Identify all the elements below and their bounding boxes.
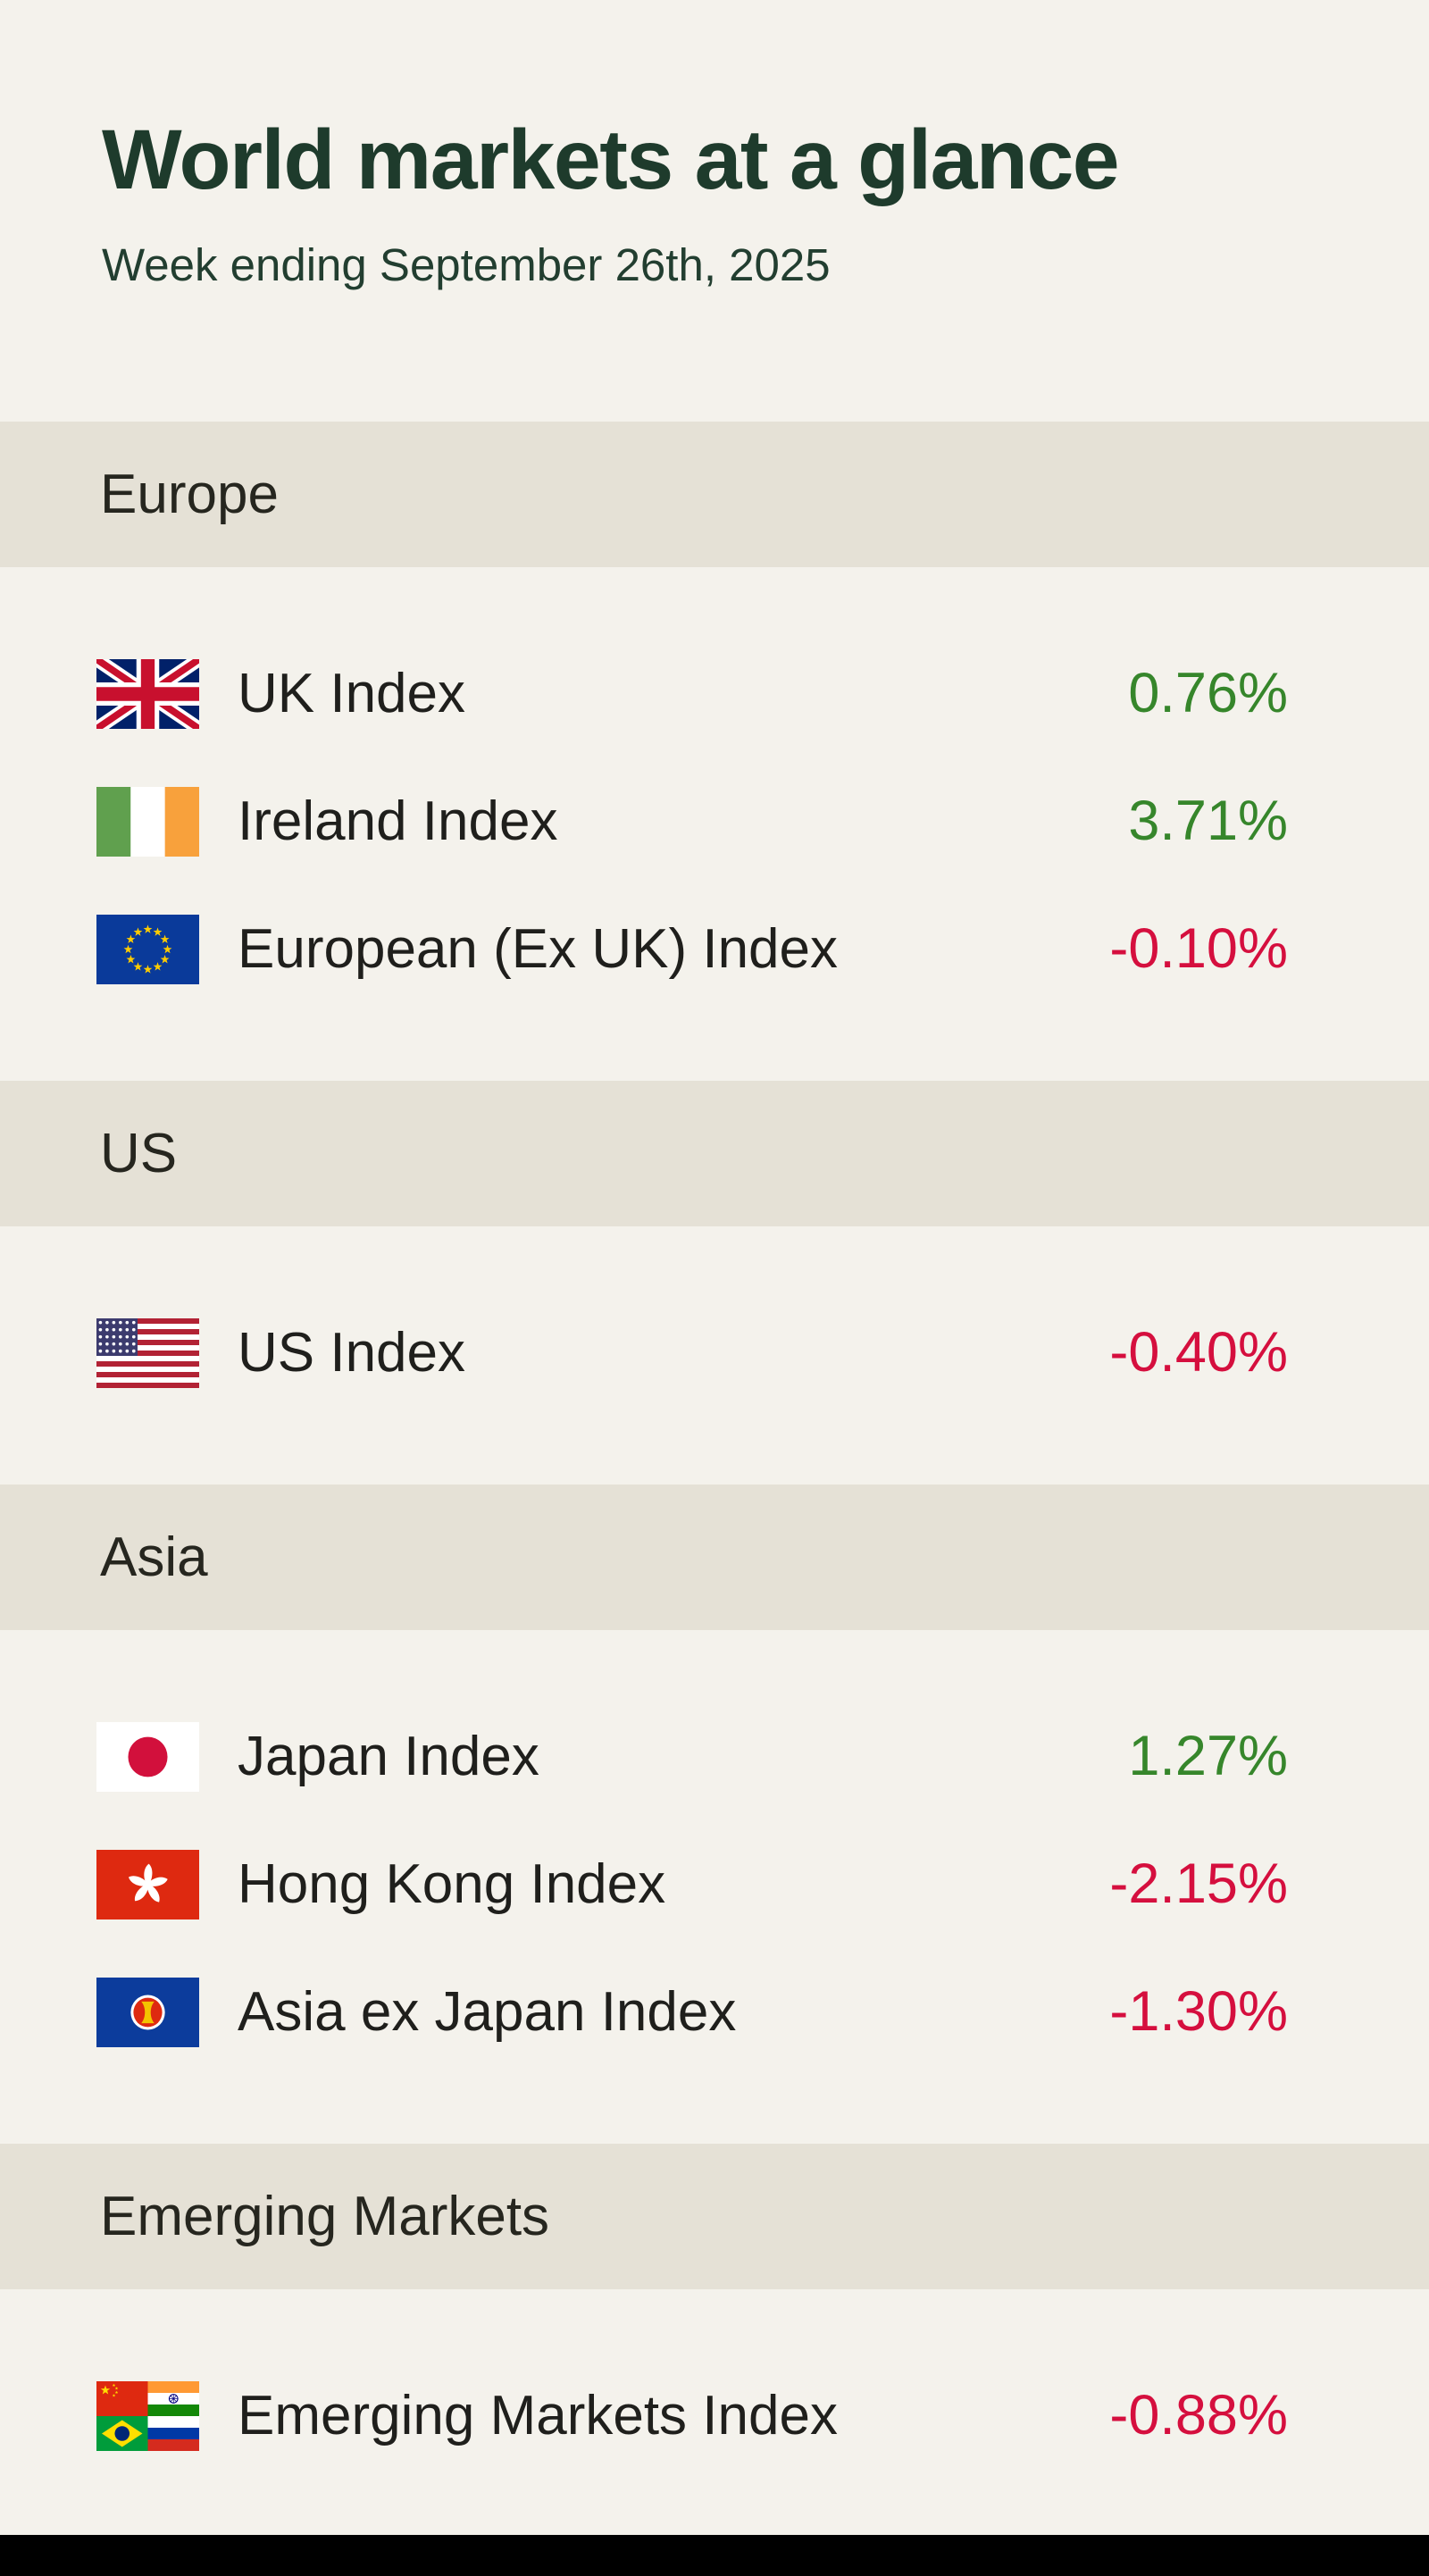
index-value: -0.10%	[1109, 917, 1288, 980]
page-title: World markets at a glance	[102, 113, 1120, 207]
section-emerging-markets: Emerging Markets Emerging Markets Index …	[0, 2144, 1429, 2535]
japan-flag-icon	[96, 1721, 199, 1792]
uk-flag-icon	[96, 658, 199, 729]
index-value: -1.30%	[1109, 1980, 1288, 2043]
index-value: -0.88%	[1109, 2384, 1288, 2446]
us-flag-icon	[96, 1317, 199, 1388]
section-label: Europe	[100, 463, 279, 525]
section-label: US	[100, 1122, 178, 1184]
section-band: Europe	[0, 422, 1429, 567]
asean-flag-icon	[96, 1977, 199, 2047]
index-value: -2.15%	[1109, 1853, 1288, 1915]
index-value: 3.71%	[1128, 790, 1288, 852]
index-row: Japan Index 1.27%	[96, 1693, 1288, 1820]
index-label: Japan Index	[238, 1725, 539, 1787]
page-subtitle: Week ending September 26th, 2025	[102, 239, 831, 290]
section-band: Asia	[0, 1485, 1429, 1630]
section-rows: US Index -0.40%	[0, 1226, 1429, 1485]
section-rows: UK Index 0.76% Ireland Index 3.71% Europ…	[0, 567, 1429, 1081]
section-us: US US Index -0.40%	[0, 1081, 1429, 1485]
index-row: Asia ex Japan Index -1.30%	[96, 1948, 1288, 2076]
hong-kong-flag-icon	[96, 1849, 199, 1919]
index-label: Emerging Markets Index	[238, 2384, 838, 2446]
index-row: Emerging Markets Index -0.88%	[96, 2352, 1288, 2480]
section-band: Emerging Markets	[0, 2144, 1429, 2289]
section-rows: Emerging Markets Index -0.88%	[0, 2289, 1429, 2535]
footer-bar	[0, 2535, 1429, 2576]
index-label: US Index	[238, 1321, 466, 1384]
index-row: European (Ex UK) Index -0.10%	[96, 885, 1288, 1013]
ireland-flag-icon	[96, 786, 199, 857]
section-rows: Japan Index 1.27% Hong Kong Index -2.15%…	[0, 1630, 1429, 2144]
section-asia: Asia Japan Index 1.27% Hong Kong Index -…	[0, 1485, 1429, 2144]
section-europe: Europe UK Index 0.76% Ireland Index 3.71…	[0, 422, 1429, 1081]
index-label: Asia ex Japan Index	[238, 1980, 737, 2043]
index-value: -0.40%	[1109, 1321, 1288, 1384]
section-band: US	[0, 1081, 1429, 1226]
index-row: Ireland Index 3.71%	[96, 757, 1288, 885]
index-label: UK Index	[238, 662, 466, 724]
section-label: Asia	[100, 1526, 208, 1588]
index-label: Ireland Index	[238, 790, 558, 852]
header: World markets at a glance Week ending Se…	[0, 0, 1429, 422]
index-value: 0.76%	[1128, 662, 1288, 724]
eu-flag-icon	[96, 914, 199, 984]
index-label: European (Ex UK) Index	[238, 917, 839, 980]
index-row: US Index -0.40%	[96, 1289, 1288, 1417]
emerging-markets-flag-icon	[96, 2380, 199, 2451]
sections: Europe UK Index 0.76% Ireland Index 3.71…	[0, 422, 1429, 2535]
index-row: Hong Kong Index -2.15%	[96, 1820, 1288, 1948]
section-label: Emerging Markets	[100, 2185, 550, 2247]
index-value: 1.27%	[1128, 1725, 1288, 1787]
index-label: Hong Kong Index	[238, 1853, 666, 1915]
index-row: UK Index 0.76%	[96, 630, 1288, 757]
